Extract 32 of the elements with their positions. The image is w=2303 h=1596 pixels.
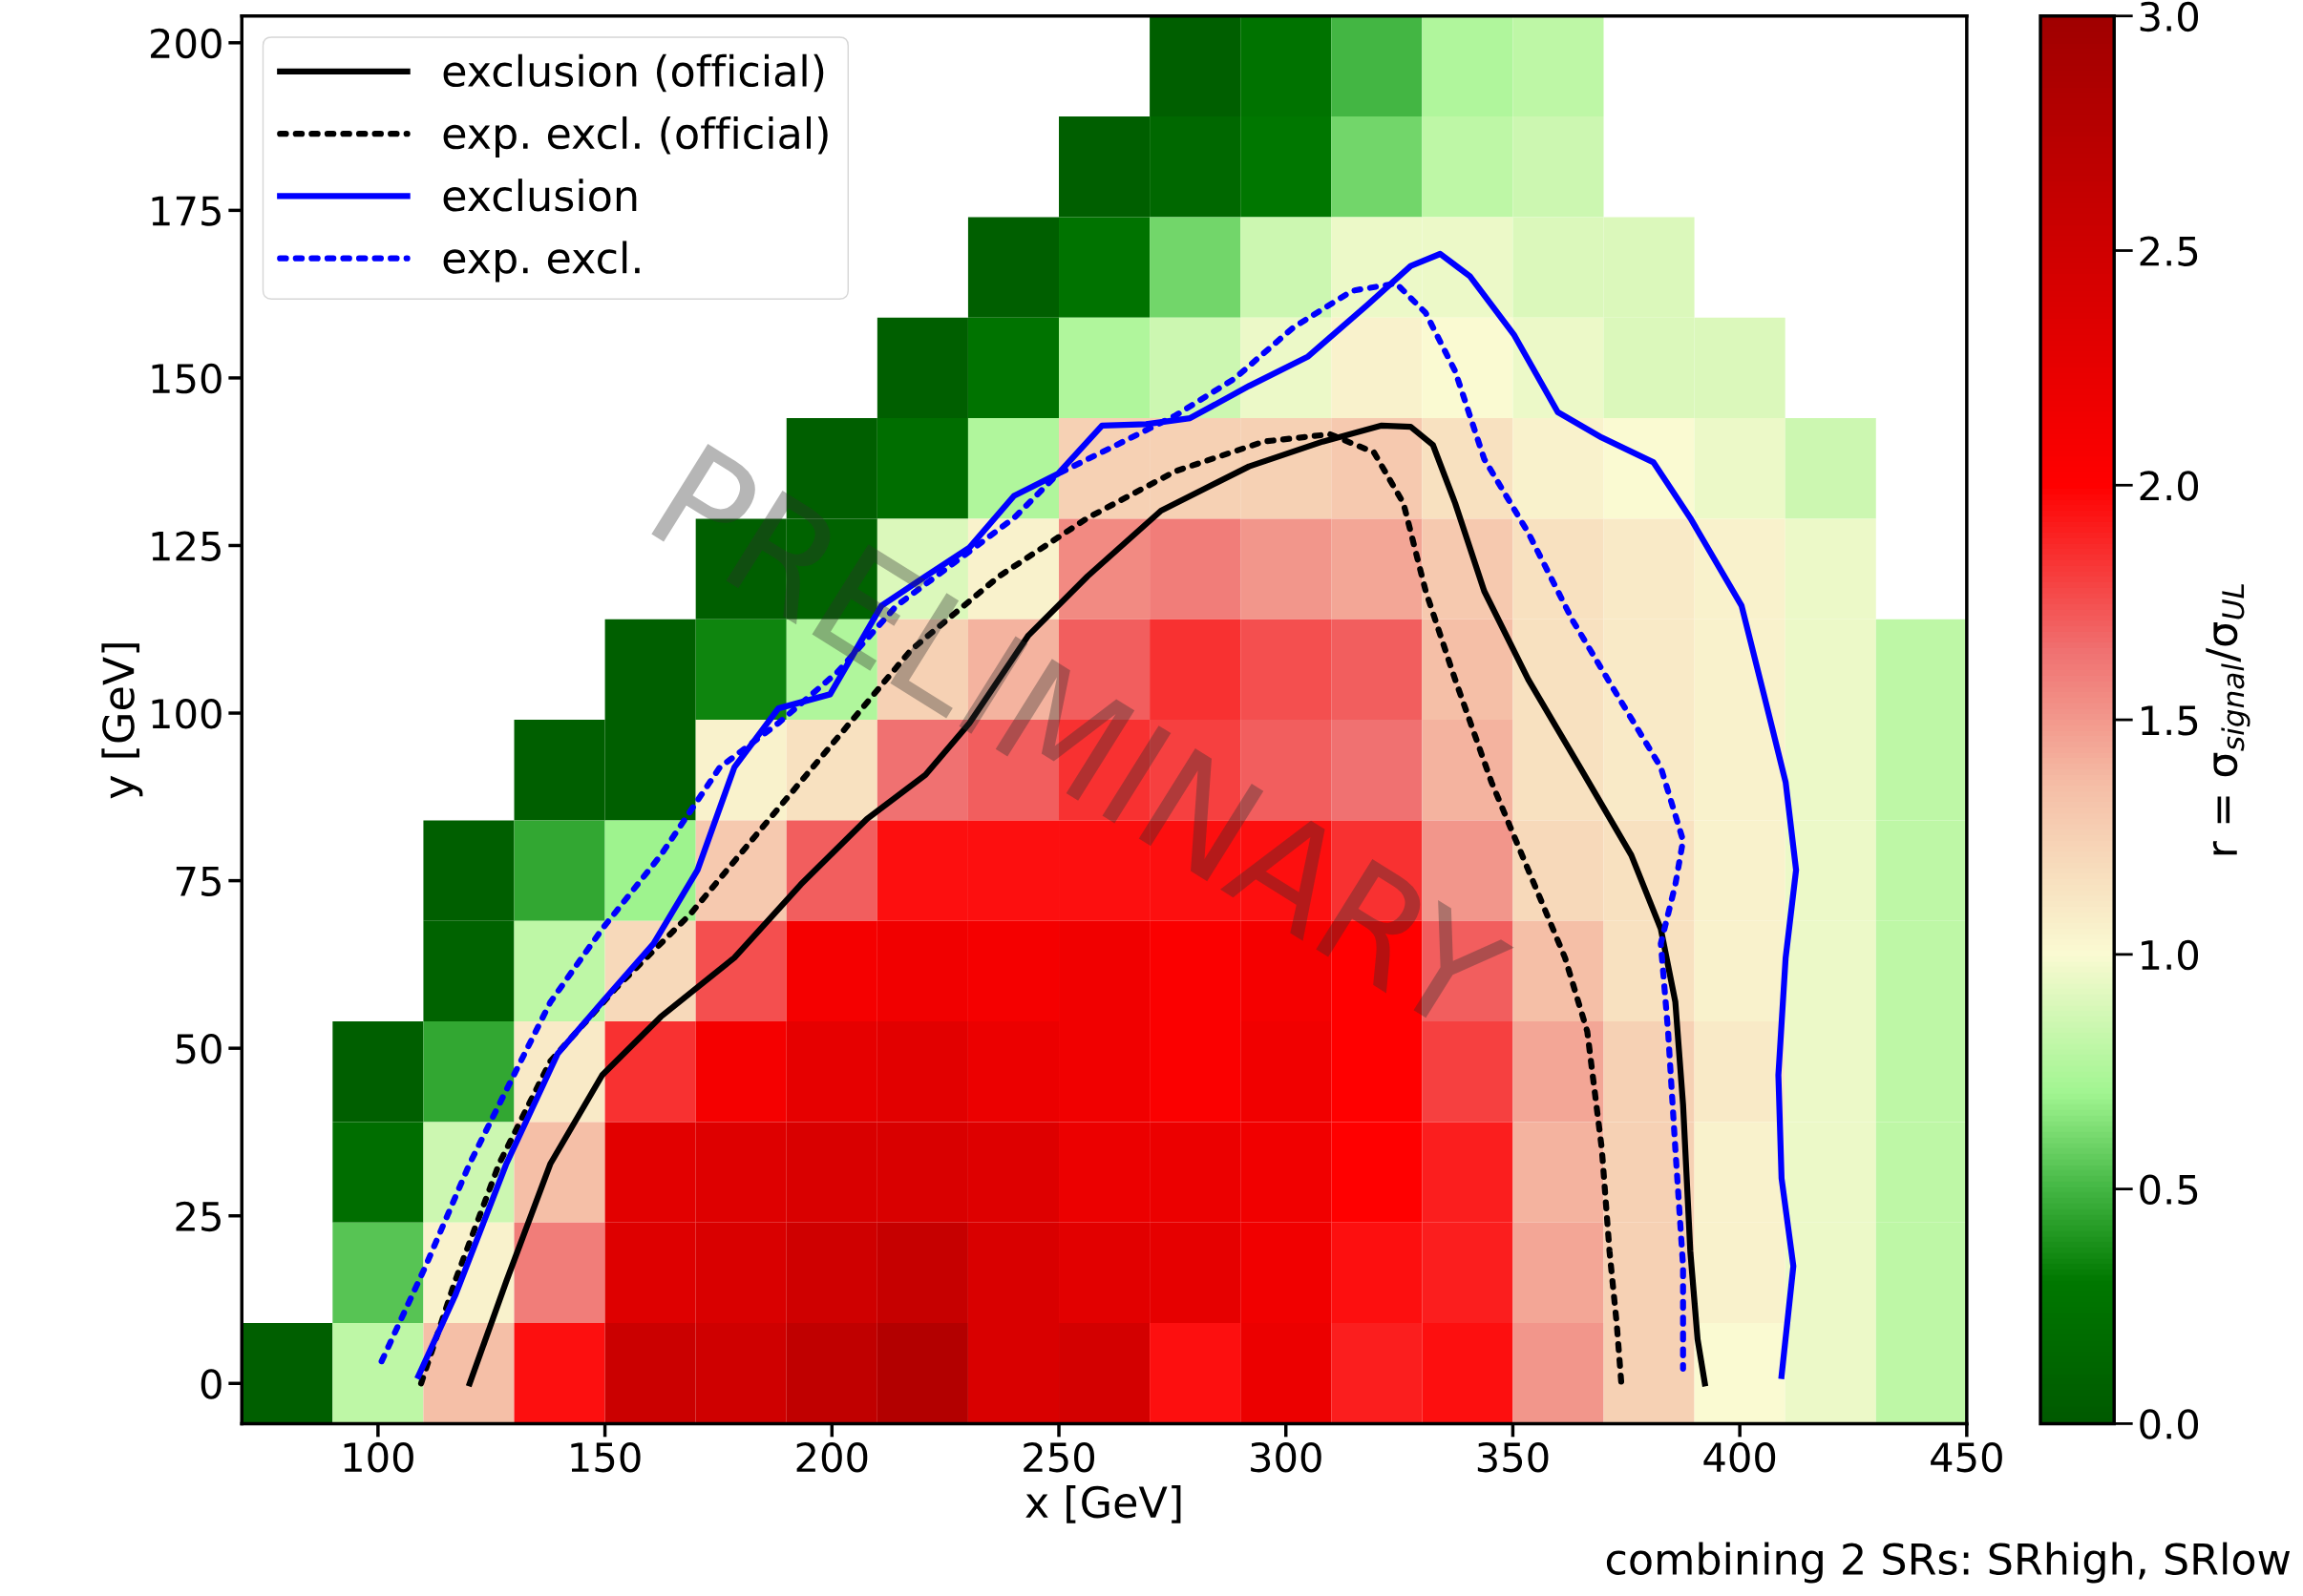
x-tick-label: 200 [796, 1441, 868, 1473]
legend-label: exp. excl. (official) [443, 116, 828, 158]
text: combining 2 SRs: SRhigh, SRlow [1606, 1542, 2291, 1584]
x-tick-label: 400 [1703, 1441, 1776, 1473]
color-bar-label: 3.0 [2140, 1, 2199, 32]
x-tick-label: 450 [1931, 1441, 2002, 1473]
x-tick-label: 350 [1477, 1441, 1549, 1473]
y-tick-label: 100 [152, 698, 222, 729]
y-tick-label: 0 [201, 1369, 222, 1399]
color-bar-label: 2.5 [2140, 236, 2198, 266]
color-bar-label: 1.0 [2142, 939, 2199, 971]
color-bar-label: 2.0 [2140, 471, 2199, 501]
y-tick-label: 25 [176, 1201, 221, 1232]
y-tick-label: 125 [152, 531, 221, 561]
y-tick-label: 200 [151, 28, 222, 59]
legend-label: exclusion [443, 178, 637, 212]
x-tick-label: 300 [1251, 1441, 1321, 1473]
legend-label: exp. excl. [443, 241, 640, 283]
x-tick-label: 150 [571, 1441, 641, 1473]
x-axis-title: x [GeV] [1025, 1485, 1181, 1523]
color-bar-label: 1.5 [2142, 705, 2198, 736]
x-tick-label: 250 [1024, 1441, 1095, 1473]
legend-label: exclusion (official) [443, 53, 824, 93]
y-tick-label: 175 [152, 196, 221, 226]
color-bar-label: 0.0 [2140, 1409, 2199, 1439]
y-tick-label: 150 [152, 363, 222, 394]
color-bar-label: 0.5 [2140, 1174, 2198, 1206]
y-axis-title: y [GeV] [101, 643, 143, 799]
y-tick-label: 75 [176, 867, 221, 897]
color-bar-title: r = σ$_{signal}$/σ$_{UL}$ [2206, 584, 2250, 855]
y-tick-label: 50 [176, 1034, 222, 1064]
x-tick-label: 100 [344, 1441, 413, 1473]
